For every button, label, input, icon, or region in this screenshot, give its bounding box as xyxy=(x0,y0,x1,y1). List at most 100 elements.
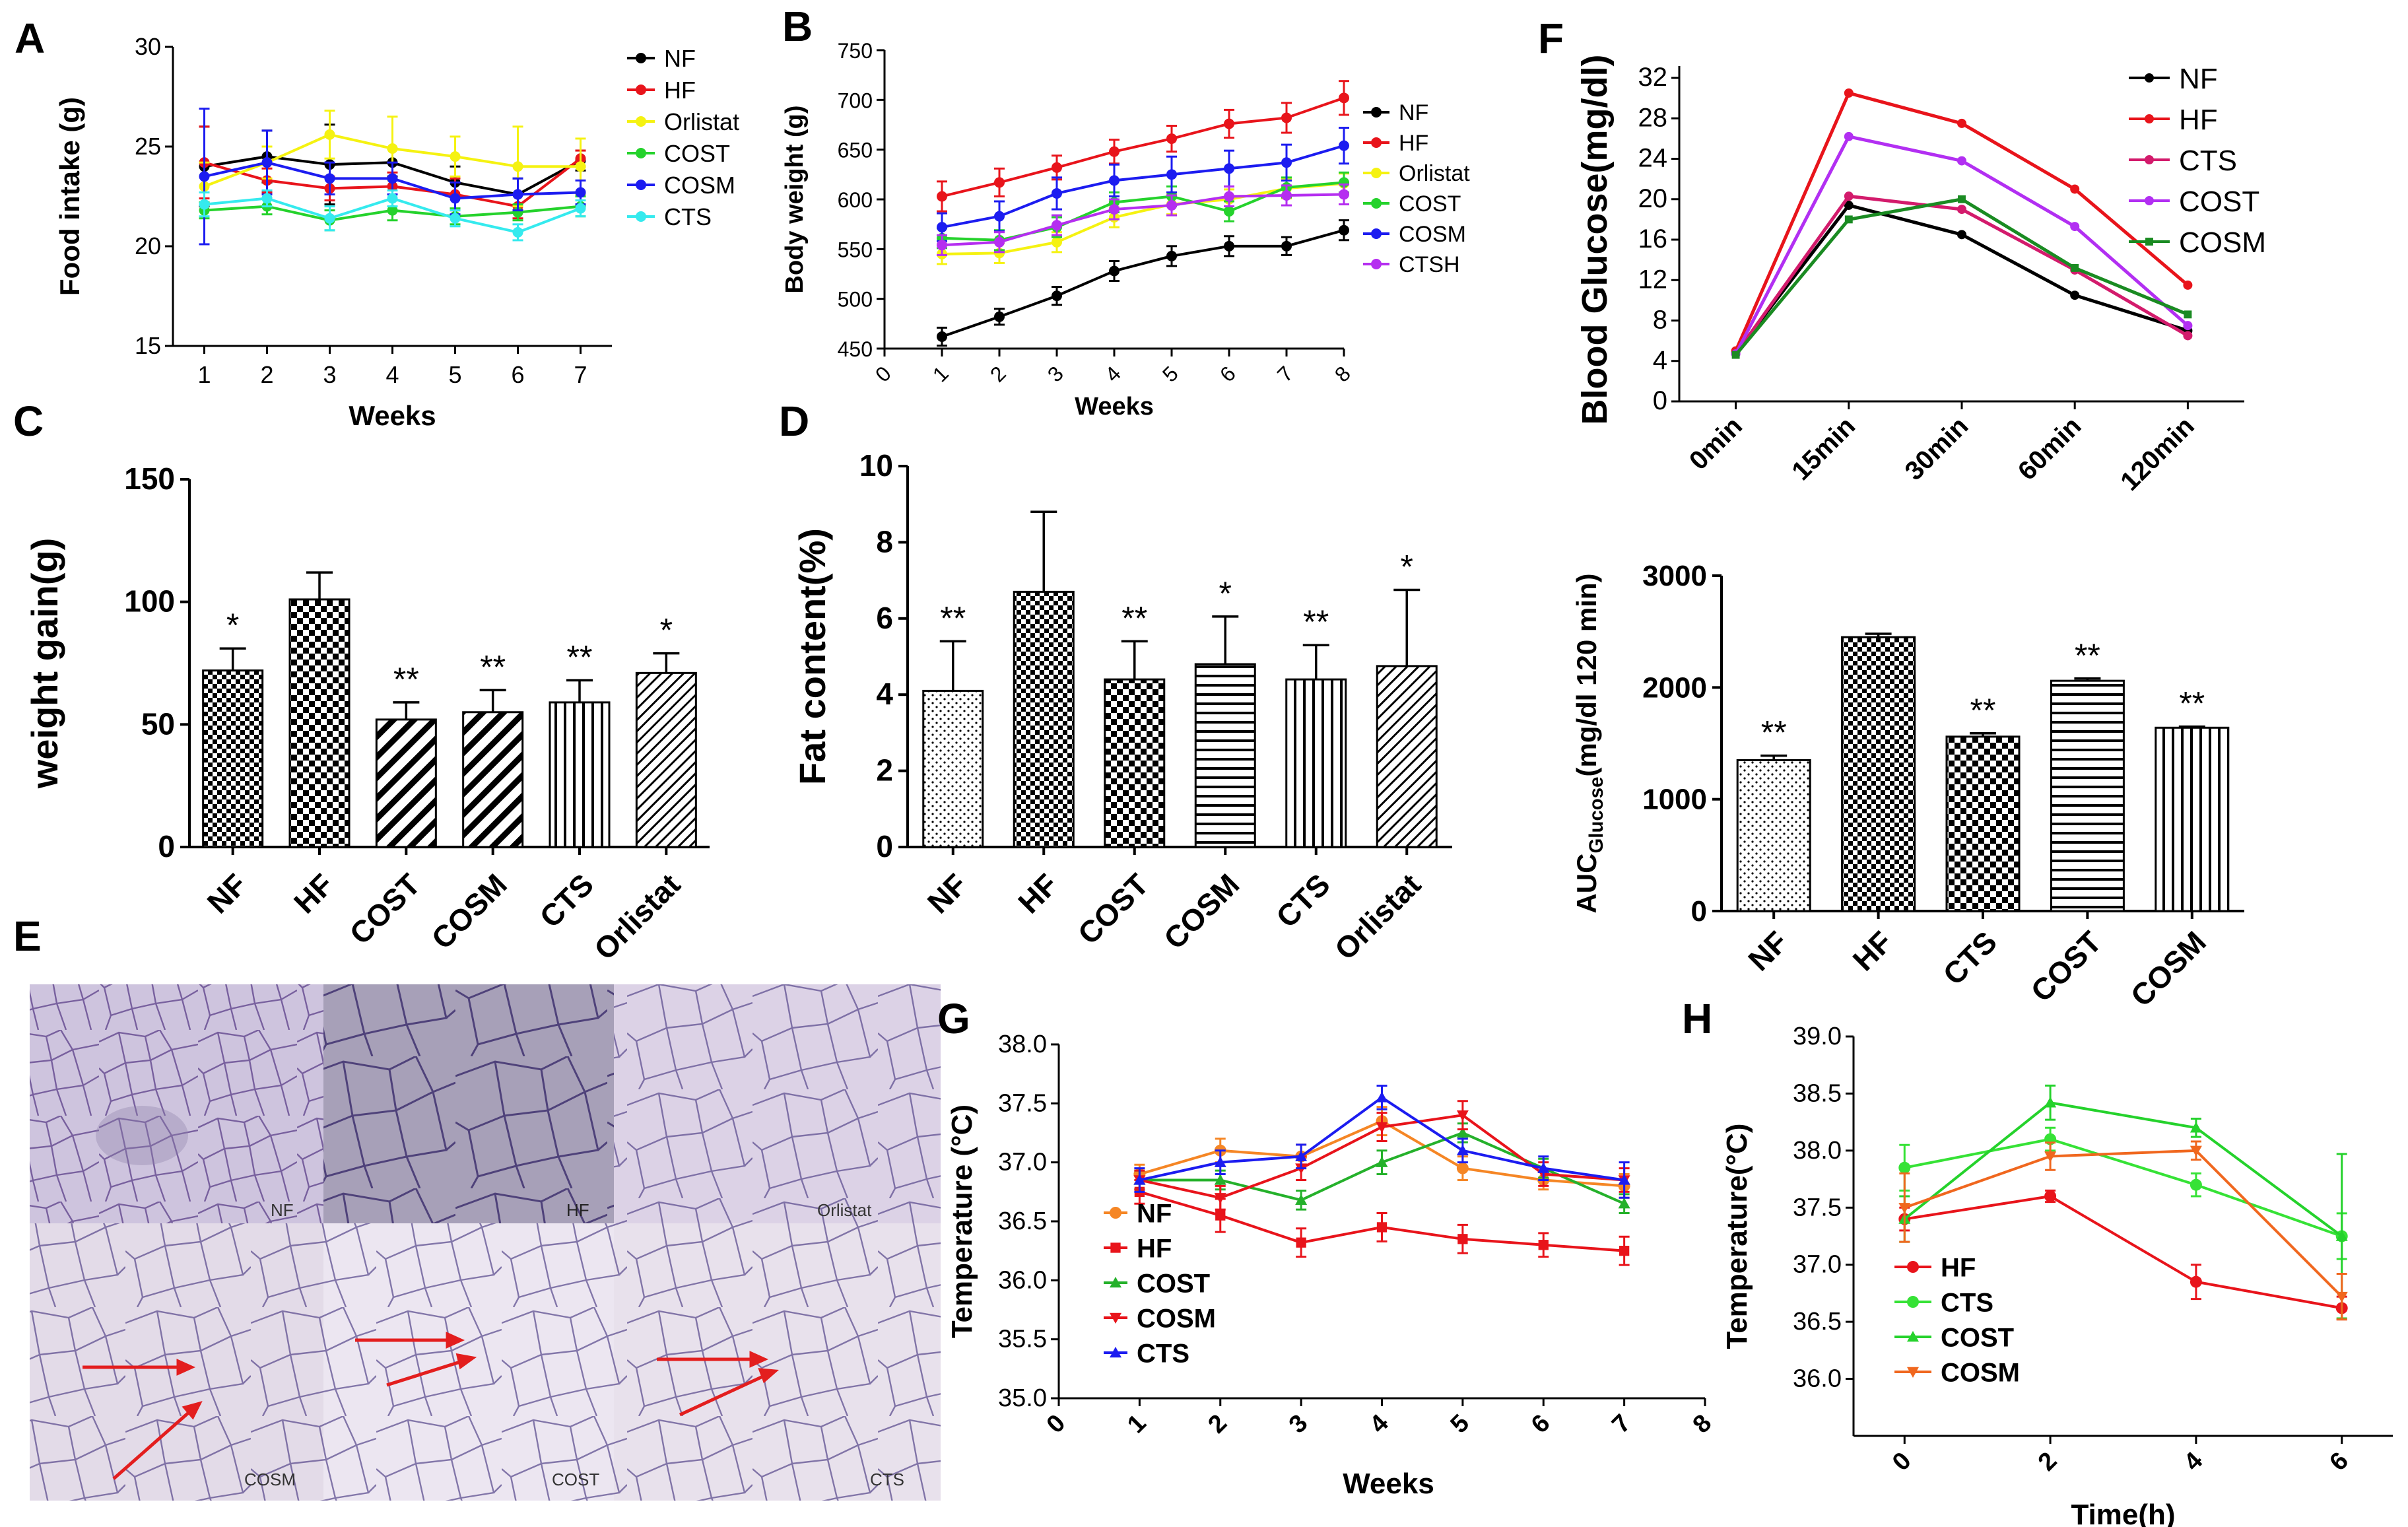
bar-CTS xyxy=(1285,678,1347,848)
series-line-COST xyxy=(1734,134,2190,355)
point xyxy=(1339,224,1349,236)
legend-label: Orlistat xyxy=(664,108,739,135)
point xyxy=(1052,187,1062,199)
category-label: CTS xyxy=(1269,867,1337,934)
x-tick-label: 7 xyxy=(1607,1409,1636,1439)
y-tick-label: 24 xyxy=(1638,144,1668,173)
panel-label-F: F xyxy=(1538,15,1564,62)
series-COSM xyxy=(199,108,586,246)
category-label: COSM xyxy=(424,867,513,955)
x-tick-label: 8 xyxy=(1688,1409,1718,1439)
point xyxy=(1224,118,1234,129)
point xyxy=(1456,1110,1469,1122)
legend-A: NF HF Orlistat COST COSM CTS xyxy=(627,45,739,230)
point xyxy=(1339,92,1349,104)
point xyxy=(1457,1234,1468,1244)
point xyxy=(1371,137,1382,148)
bar-NF xyxy=(202,669,264,848)
point xyxy=(2145,114,2154,123)
series-COST xyxy=(1731,131,2193,359)
point xyxy=(1619,1246,1630,1256)
micrograph-Orlistat-cells xyxy=(614,984,941,1223)
arrowhead xyxy=(446,1332,465,1349)
series-line-CTSH xyxy=(941,193,1345,247)
series-HF xyxy=(1134,1178,1630,1266)
point xyxy=(261,193,273,204)
x-tick-label: 6 xyxy=(511,361,524,388)
point xyxy=(1052,236,1062,248)
point xyxy=(1371,168,1382,178)
y-tick-label: 37.0 xyxy=(998,1149,1047,1176)
series-HF xyxy=(937,80,1349,213)
point xyxy=(387,143,398,154)
x-tick-label: 0 xyxy=(1042,1409,1071,1439)
point xyxy=(387,173,398,184)
micrograph-label-HF: HF xyxy=(566,1200,589,1220)
series-line-COSM xyxy=(1904,1149,2343,1298)
point xyxy=(937,222,947,233)
x-axis-title: Weeks xyxy=(1075,393,1154,421)
point xyxy=(575,187,586,198)
series-CTS xyxy=(1133,1085,1630,1199)
point xyxy=(2044,1097,2057,1108)
x-tick-label: 4 xyxy=(2179,1447,2209,1477)
chart-A: 15 20 25 30 1 2 3 4 5 6 7 NF HF Orlistat COST COSM CTS We… xyxy=(54,33,739,431)
point xyxy=(2071,263,2079,272)
point xyxy=(2044,1151,2057,1163)
micrograph-label-Orlistat: Orlistat xyxy=(817,1200,872,1220)
legend-label: COSM xyxy=(1399,222,1466,247)
significance-marker: ** xyxy=(1761,714,1787,751)
y-tick-label: 28 xyxy=(1638,103,1668,132)
legend-label: COSM xyxy=(664,172,735,199)
series-COSM xyxy=(937,127,1349,242)
y-axis-title: Blood Glucose(mg/dl) xyxy=(1575,55,1615,425)
x-tick-label: 4 xyxy=(385,361,399,388)
y-axis-title-main: AUC xyxy=(1571,854,1602,914)
significance-marker: * xyxy=(660,612,673,649)
category-label: COST xyxy=(343,867,426,951)
point xyxy=(1110,1347,1121,1358)
legend-label: NF xyxy=(1399,100,1428,125)
significance-marker: ** xyxy=(1121,599,1147,636)
micrograph-HF-cells xyxy=(323,984,614,1223)
category-label: COSM xyxy=(1157,867,1246,955)
arrowhead xyxy=(176,1359,196,1376)
y-tick-label: 0 xyxy=(158,829,175,864)
category-label: COST xyxy=(1071,867,1155,951)
point xyxy=(1224,240,1234,252)
x-tick-label: 0 xyxy=(1887,1447,1917,1477)
significance-marker: * xyxy=(1219,575,1232,612)
series-line-COST xyxy=(1904,1101,2343,1238)
y-axis-title: Temperature (°C) xyxy=(946,1104,978,1338)
point xyxy=(1376,1156,1388,1167)
category-label: NF xyxy=(201,867,253,920)
x-tick-label: 4 xyxy=(1364,1409,1394,1439)
point xyxy=(636,180,646,190)
arrowhead xyxy=(455,1353,477,1370)
panel-label-A: A xyxy=(15,15,45,62)
y-tick-label: 36.0 xyxy=(998,1266,1047,1294)
point xyxy=(1844,191,1854,201)
point xyxy=(2183,321,2193,331)
point xyxy=(1295,1150,1308,1161)
legend-label: NF xyxy=(664,45,696,72)
x-tick-label: 5 xyxy=(1158,361,1183,386)
point xyxy=(1371,198,1382,209)
y-tick-label: 38.0 xyxy=(998,1031,1047,1058)
y-tick-label: 50 xyxy=(141,706,175,741)
point xyxy=(937,240,947,251)
bar-COSM xyxy=(2155,726,2230,912)
x-tick-label: 2 xyxy=(1203,1409,1232,1439)
y-tick-label: 700 xyxy=(838,88,873,112)
legend-F-top: NF HF CTS COST COSM xyxy=(2129,63,2266,259)
y-tick-label: 1000 xyxy=(1642,784,1707,816)
point xyxy=(1376,1091,1388,1103)
panel-label-G: G xyxy=(937,995,970,1042)
point xyxy=(994,177,1005,188)
y-tick-label: 2 xyxy=(876,753,893,788)
legend-label: HF xyxy=(1137,1234,1172,1263)
bar-NF xyxy=(1736,759,1811,912)
legend-label: COST xyxy=(1137,1269,1210,1298)
series-CTSH xyxy=(937,183,1349,256)
